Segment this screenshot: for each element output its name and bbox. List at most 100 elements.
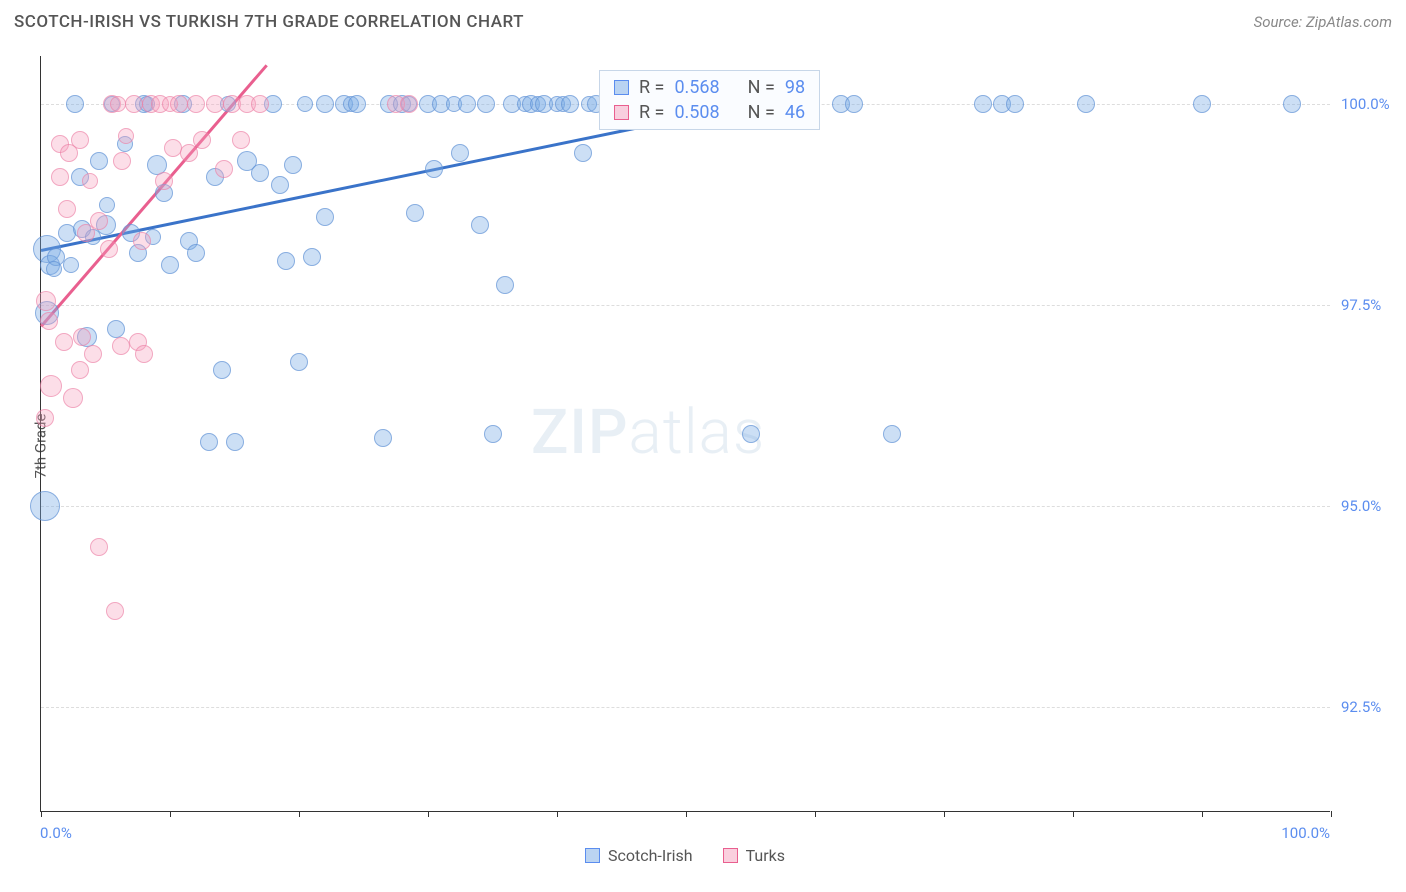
legend-swatch-icon	[723, 848, 738, 863]
x-tick	[557, 811, 558, 817]
chart-header: SCOTCH-IRISH VS TURKISH 7TH GRADE CORREL…	[0, 0, 1406, 40]
stats-r-value: 0.568	[674, 77, 719, 98]
data-point	[374, 429, 392, 447]
data-point	[451, 144, 469, 162]
stats-row: R =0.508N =46	[600, 100, 819, 125]
data-point	[425, 160, 443, 178]
data-point	[561, 95, 579, 113]
x-tick	[428, 811, 429, 817]
x-tick	[299, 811, 300, 817]
data-point	[284, 156, 302, 174]
data-point	[200, 433, 218, 451]
data-point	[55, 333, 73, 351]
data-point	[40, 312, 58, 330]
data-point	[477, 95, 495, 113]
data-point	[271, 176, 289, 194]
data-point	[883, 425, 901, 443]
x-tick	[1073, 811, 1074, 817]
x-tick	[815, 811, 816, 817]
x-max-label: 100.0%	[1281, 824, 1330, 842]
x-axis-labels: 0.0% 100.0%	[40, 824, 1330, 842]
stats-n-value: 98	[785, 77, 805, 98]
data-point	[90, 538, 108, 556]
legend-item-turks: Turks	[723, 846, 785, 865]
data-point	[348, 95, 366, 113]
data-point	[63, 388, 83, 408]
data-point	[316, 95, 334, 113]
x-tick	[1202, 811, 1203, 817]
watermark-zip: ZIP	[531, 396, 629, 469]
stats-n-label: N =	[748, 77, 775, 98]
legend-item-scotch-irish: Scotch-Irish	[585, 846, 693, 865]
chart-legend: Scotch-Irish Turks	[40, 846, 1330, 865]
stats-swatch-icon	[614, 105, 629, 120]
data-point	[170, 95, 188, 113]
data-point	[135, 345, 153, 363]
stats-r-label: R =	[639, 102, 664, 123]
chart-title: SCOTCH-IRISH VS TURKISH 7TH GRADE CORREL…	[14, 12, 524, 32]
data-point	[73, 328, 91, 346]
data-point	[71, 361, 89, 379]
data-point	[71, 131, 89, 149]
data-point	[99, 197, 115, 213]
data-point	[406, 204, 424, 222]
data-point	[187, 95, 205, 113]
stats-r-label: R =	[639, 77, 664, 98]
data-point	[106, 602, 124, 620]
data-point	[458, 95, 476, 113]
data-point	[155, 172, 173, 190]
data-point	[496, 276, 514, 294]
data-point	[193, 131, 211, 149]
data-point	[1077, 95, 1095, 113]
data-point	[400, 95, 418, 113]
data-point	[187, 244, 205, 262]
x-tick	[170, 811, 171, 817]
data-point	[36, 291, 56, 311]
data-point	[90, 212, 108, 230]
data-point	[471, 216, 489, 234]
data-point	[484, 425, 502, 443]
gridline	[41, 305, 1330, 306]
stats-n-value: 46	[785, 102, 805, 123]
watermark: ZIPatlas	[531, 396, 765, 469]
y-tick-label: 97.5%	[1341, 296, 1381, 314]
data-point	[251, 95, 269, 113]
stats-row: R = 0.568 N = 98	[600, 75, 819, 100]
gridline	[41, 707, 1330, 708]
data-point	[316, 208, 334, 226]
gridline	[41, 506, 1330, 507]
y-tick-label: 92.5%	[1341, 698, 1381, 716]
data-point	[213, 361, 231, 379]
y-tick-label: 100.0%	[1341, 95, 1390, 113]
data-point	[974, 95, 992, 113]
x-tick	[41, 811, 42, 817]
chart-plot-area: ZIPatlas 92.5%95.0%97.5%100.0%R =0.568N …	[40, 56, 1330, 812]
y-tick-label: 95.0%	[1341, 497, 1381, 515]
data-point	[232, 131, 250, 149]
data-point	[100, 240, 118, 258]
data-point	[290, 353, 308, 371]
data-point	[1283, 95, 1301, 113]
data-point	[215, 160, 233, 178]
data-point	[251, 164, 269, 182]
data-point	[164, 139, 182, 157]
source-label: Source: ZipAtlas.com	[1254, 13, 1392, 31]
legend-label: Scotch-Irish	[608, 846, 693, 865]
data-point	[133, 232, 151, 250]
data-point	[845, 95, 863, 113]
legend-swatch-icon	[585, 848, 600, 863]
data-point	[118, 128, 134, 144]
data-point	[206, 95, 224, 113]
legend-label: Turks	[746, 846, 785, 865]
x-tick	[944, 811, 945, 817]
data-point	[63, 257, 79, 273]
data-point	[112, 337, 130, 355]
data-point	[742, 425, 760, 443]
stats-swatch-icon	[614, 80, 629, 95]
data-point	[84, 345, 102, 363]
stats-box: R = 0.568 N = 98R =0.508N =46	[599, 70, 820, 130]
data-point	[297, 96, 313, 112]
data-point	[30, 491, 60, 521]
data-point	[58, 200, 76, 218]
data-point	[82, 173, 98, 189]
